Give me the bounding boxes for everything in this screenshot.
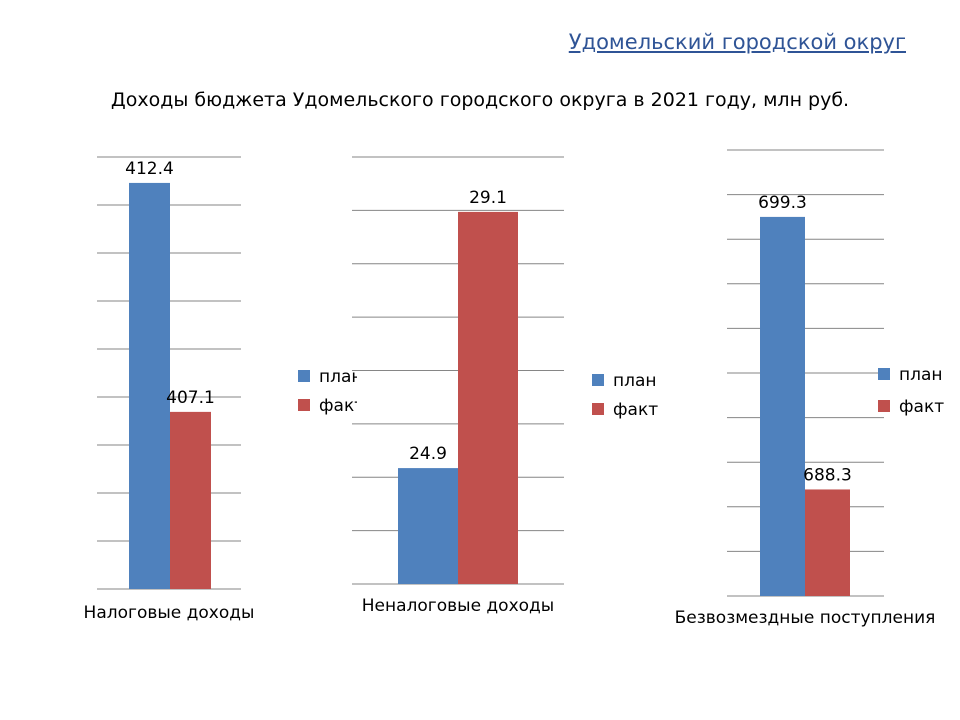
legend-swatch xyxy=(298,370,310,382)
legend-label: факт xyxy=(899,397,944,417)
legend-label: факт xyxy=(319,396,364,416)
chart-2: 24.9 29.1 Неналоговые доходы план факт xyxy=(352,156,658,616)
legend-label: план xyxy=(319,367,363,387)
data-label: 407.1 xyxy=(166,388,215,408)
data-label: 412.4 xyxy=(125,159,174,179)
bar-план xyxy=(760,216,805,596)
bar-факт xyxy=(805,489,850,596)
legend-swatch xyxy=(878,400,890,412)
chart-1: 412.4 407.1 Налоговые доходы план факт xyxy=(84,156,364,623)
bar-план xyxy=(398,468,458,584)
chart-3: 699.3 688.3 Безвозмездные поступления план ф… xyxy=(675,149,944,628)
slide-title: Доходы бюджета Удомельского городского о… xyxy=(110,89,850,111)
data-label: 24.9 xyxy=(409,444,447,464)
category-label: Налоговые доходы xyxy=(84,603,255,623)
bar-план xyxy=(129,182,170,590)
legend-swatch xyxy=(298,399,310,411)
legend-swatch xyxy=(592,403,604,415)
legend: план факт xyxy=(878,365,944,417)
data-label: 699.3 xyxy=(758,193,807,213)
category-label: Неналоговые доходы xyxy=(362,596,554,616)
legend-swatch xyxy=(878,368,890,380)
legend-label: план xyxy=(899,365,943,385)
bar-факт xyxy=(458,211,518,584)
district-link[interactable]: Удомельский городской округ xyxy=(568,30,906,54)
category-label: Безвозмездные поступления xyxy=(675,608,936,628)
bar-факт xyxy=(170,411,211,589)
legend: план факт xyxy=(298,367,364,416)
legend: план факт xyxy=(592,371,658,420)
legend-label: план xyxy=(613,371,657,391)
data-label: 688.3 xyxy=(803,465,852,485)
legend-swatch xyxy=(592,374,604,386)
legend-label: факт xyxy=(613,400,658,420)
data-label: 29.1 xyxy=(469,188,507,208)
